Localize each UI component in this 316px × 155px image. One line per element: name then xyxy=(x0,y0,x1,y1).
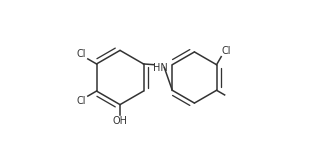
Text: Cl: Cl xyxy=(222,46,231,56)
Text: HN: HN xyxy=(153,62,167,73)
Text: Cl: Cl xyxy=(77,96,87,106)
Text: Cl: Cl xyxy=(77,49,87,59)
Text: OH: OH xyxy=(112,116,128,126)
